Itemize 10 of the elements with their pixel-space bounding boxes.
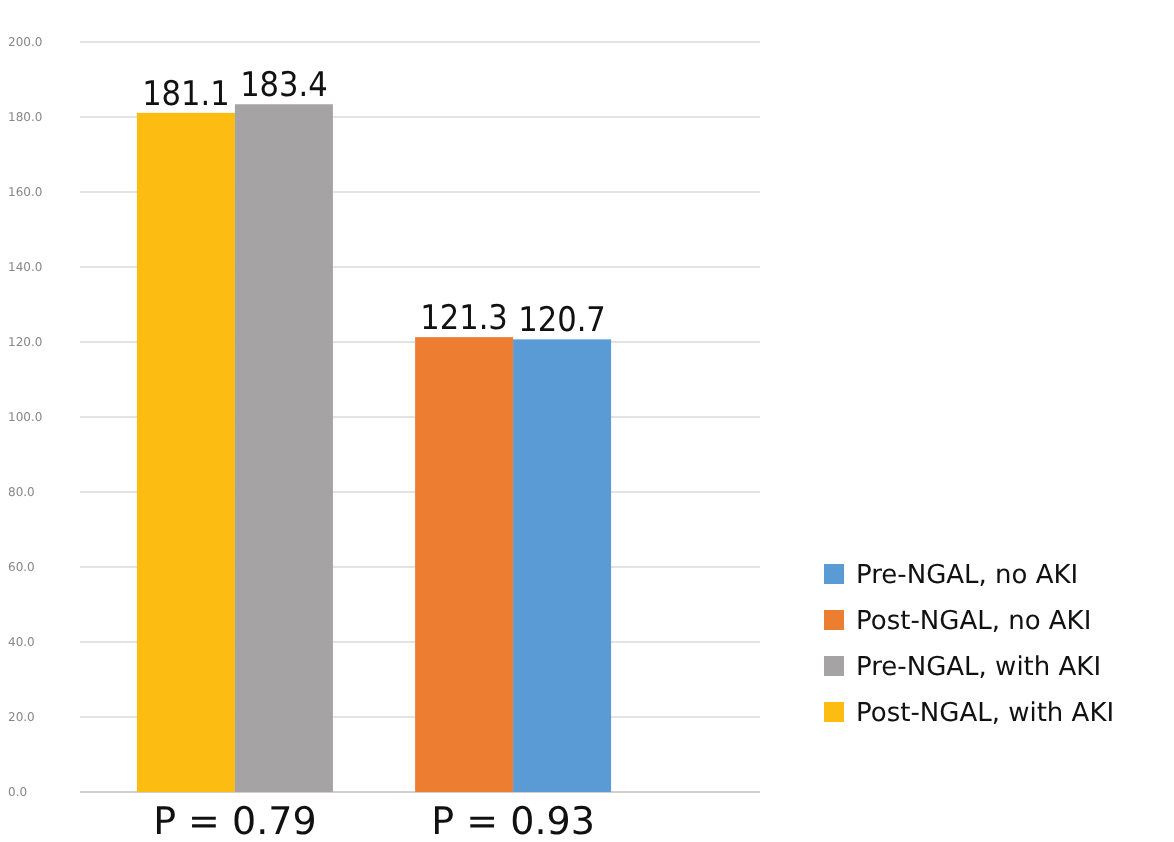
data-label: 120.7 bbox=[518, 301, 606, 342]
legend-label: Pre-NGAL, no AKI bbox=[856, 561, 1079, 592]
data-label: 183.4 bbox=[240, 66, 328, 107]
legend-label: Post-NGAL, no AKI bbox=[856, 607, 1092, 638]
legend-label: Pre-NGAL, with AKI bbox=[856, 653, 1102, 684]
x-tick-label: P = 0.79 bbox=[153, 800, 317, 842]
data-label: 121.3 bbox=[420, 299, 508, 340]
x-tick-label: P = 0.93 bbox=[431, 800, 595, 842]
legend-label: Post-NGAL, with AKI bbox=[856, 699, 1115, 730]
data-label: 181.1 bbox=[142, 74, 230, 115]
